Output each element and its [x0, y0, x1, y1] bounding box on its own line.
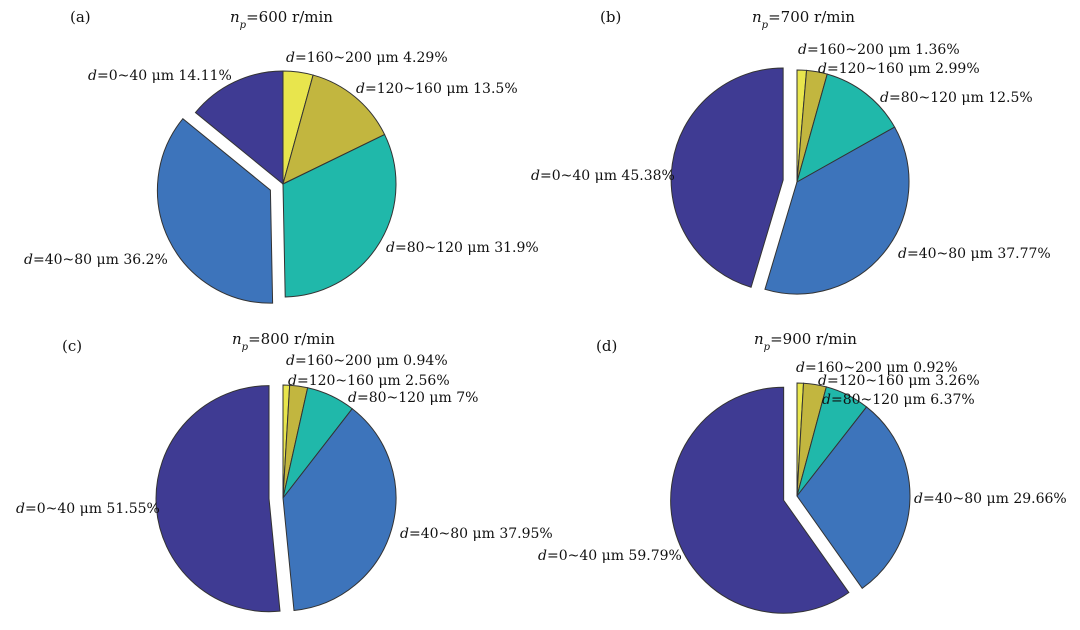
pie-slice-0-40	[670, 386, 850, 614]
speed-title: np=900 r/min	[754, 330, 857, 353]
slice-label-1-4: d=160~200 μm 1.36%	[798, 42, 960, 58]
slice-label-0-3: d=120~160 μm 13.5%	[356, 81, 518, 97]
slice-label-3-3: d=120~160 μm 3.26%	[818, 373, 980, 389]
slice-label-2-0: d=0~40 μm 51.55%	[16, 501, 160, 517]
pie-panel-a: (a) np=600 r/min d=0~40 μm 14.11% d=40~80 μ…	[24, 8, 539, 304]
slice-label-0-1: d=40~80 μm 36.2%	[24, 252, 168, 268]
pie-slice-0-40	[194, 70, 284, 186]
pie-panel-d: (d) np=900 r/min d=0~40 μm 59.79% d=40~80 μ…	[538, 330, 1067, 614]
pie-slice-80-120	[282, 133, 397, 298]
speed-title: np=700 r/min	[752, 8, 855, 31]
slice-label-2-3: d=120~160 μm 2.56%	[288, 373, 450, 389]
slice-label-2-4: d=160~200 μm 0.94%	[286, 353, 448, 369]
slice-label-1-2: d=80~120 μm 12.5%	[880, 90, 1033, 106]
slice-label-1-3: d=120~160 μm 2.99%	[818, 61, 980, 77]
pie-slice-0-40	[670, 67, 784, 288]
pie-slice-40-80	[796, 406, 911, 589]
pie-panel-b: (b) np=700 r/min d=0~40 μm 45.38% d=40~80 μ…	[531, 8, 1051, 295]
slice-label-2-2: d=80~120 μm 7%	[348, 390, 478, 406]
slice-label-3-4: d=160~200 μm 0.92%	[796, 360, 958, 376]
speed-title: np=600 r/min	[230, 8, 333, 31]
panel-label: (c)	[62, 337, 82, 355]
speed-title: np=800 r/min	[232, 330, 335, 353]
panel-label: (d)	[596, 337, 617, 355]
slice-label-3-1: d=40~80 μm 29.66%	[914, 491, 1067, 507]
slice-label-3-0: d=0~40 μm 59.79%	[538, 548, 682, 564]
panel-label: (a)	[70, 8, 91, 26]
panel-label: (b)	[600, 8, 621, 26]
slice-label-0-4: d=160~200 μm 4.29%	[286, 50, 448, 66]
slice-label-1-1: d=40~80 μm 37.77%	[898, 246, 1051, 262]
slice-label-0-2: d=80~120 μm 31.9%	[386, 240, 539, 256]
pie-panel-c: (c) np=800 r/min d=0~40 μm 51.55% d=40~80 μ…	[16, 330, 553, 613]
pie-slice-80-120	[796, 73, 896, 184]
slice-label-1-0: d=0~40 μm 45.38%	[531, 168, 675, 184]
pie-slice-40-80	[156, 117, 274, 304]
pie-slice-40-80	[282, 408, 397, 612]
slice-label-0-0: d=0~40 μm 14.11%	[88, 68, 232, 84]
pie-slice-120-160	[282, 74, 386, 185]
slice-label-2-1: d=40~80 μm 37.95%	[400, 526, 553, 542]
pie-slice-0-40	[155, 385, 281, 613]
pie-slice-40-80	[764, 126, 910, 295]
slice-label-3-2: d=80~120 μm 6.37%	[822, 392, 975, 408]
